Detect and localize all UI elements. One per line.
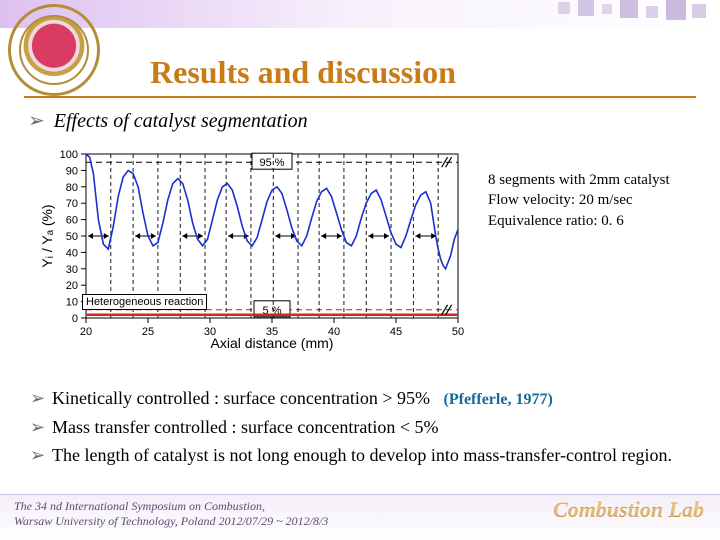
svg-text:10: 10 [66,297,78,309]
bullet-text: Mass transfer controlled : surface conce… [52,415,696,439]
bullet-row: ➢ Mass transfer controlled : surface con… [30,415,696,439]
svg-text:95 %: 95 % [259,157,284,169]
title-underline [24,96,696,98]
bullet-row: ➢ The length of catalyst is not long eno… [30,443,696,467]
cond-line-3: Equivalence ratio: 0. 6 [488,211,708,231]
arrow-bullet-icon: ➢ [30,443,52,467]
university-seal-logo [8,4,100,96]
svg-text:45: 45 [390,326,402,338]
combustion-lab-logo-text: Combustion Lab [553,497,704,523]
bullet-text: Kinetically controlled : surface concent… [52,386,696,411]
bullet-row: ➢ Kinetically controlled : surface conce… [30,386,696,411]
svg-text:60: 60 [66,215,78,227]
arrow-bullet-icon: ➢ [30,386,52,411]
citation: (Pfefferle, 1977) [444,391,553,408]
svg-text:40: 40 [66,247,78,259]
svg-text:0: 0 [72,313,78,325]
svg-text:50: 50 [452,326,464,338]
arrow-bullet-icon: ➢ [28,110,45,132]
conclusion-bullets: ➢ Kinetically controlled : surface conce… [30,386,696,471]
chart-svg: 202530354045500102030405060708090100Axia… [38,148,468,352]
slide-footer: The 34 nd International Symposium on Com… [0,494,720,540]
svg-text:25: 25 [142,326,154,338]
cond-line-1: 8 segments with 2mm catalyst [488,170,708,190]
slide-root: { "title": "Results and discussion", "su… [0,0,720,540]
cond-line-2: Flow velocity: 20 m/sec [488,190,708,210]
svg-text:90: 90 [66,165,78,177]
heterogeneous-label-box: Heterogeneous reaction [82,294,207,310]
bullet-text: The length of catalyst is not long enoug… [52,443,696,467]
chart-conditions-text: 8 segments with 2mm catalyst Flow veloci… [488,170,708,231]
svg-text:100: 100 [60,149,78,161]
svg-text:Yᵢ / Yₐ (%): Yᵢ / Yₐ (%) [39,204,55,267]
corner-checker-decor [550,0,720,30]
segmentation-chart: 202530354045500102030405060708090100Axia… [38,148,468,352]
svg-text:30: 30 [66,264,78,276]
svg-text:20: 20 [80,326,92,338]
subhead-text: Effects of catalyst segmentation [54,110,308,132]
conference-info: The 34 nd International Symposium on Com… [14,499,328,529]
svg-text:20: 20 [66,280,78,292]
section-subhead: ➢ Effects of catalyst segmentation [28,108,308,133]
svg-text:80: 80 [66,182,78,194]
arrow-bullet-icon: ➢ [30,415,52,439]
svg-text:50: 50 [66,231,78,243]
svg-text:70: 70 [66,198,78,210]
slide-title: Results and discussion [150,54,456,91]
svg-text:Axial distance (mm): Axial distance (mm) [211,335,334,351]
